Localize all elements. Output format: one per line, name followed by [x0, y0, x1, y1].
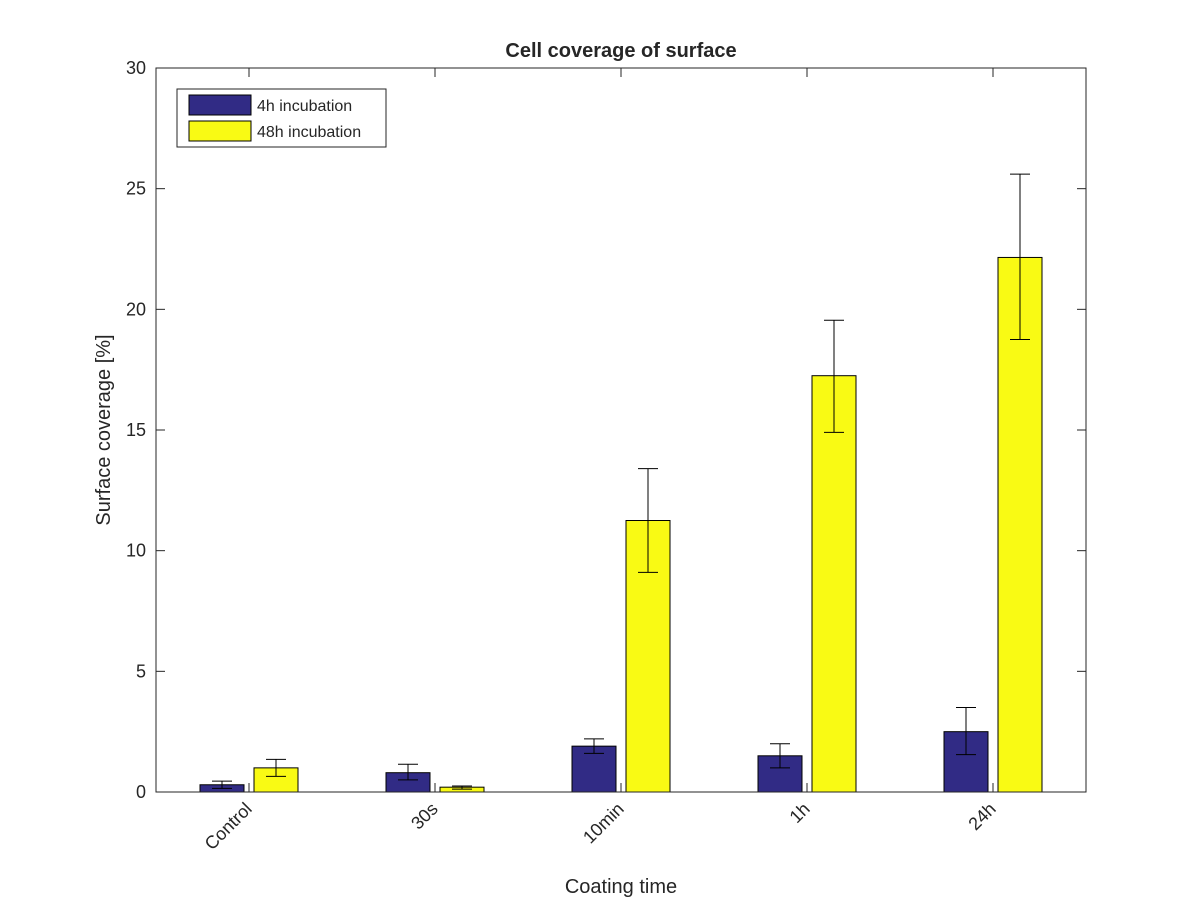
y-axis-label: Surface coverage [%]	[93, 334, 115, 525]
y-tick-labels: 0 5 10 15 20 25 30	[126, 58, 146, 802]
legend-swatch-48h-incubation	[188, 120, 252, 142]
error-bar-48h-incubation-24h	[1010, 173, 1030, 340]
legend-label-48h-incubation: 48h incubation	[257, 124, 361, 141]
plot-area	[156, 68, 1086, 792]
y-tick-label: 20	[126, 299, 146, 319]
y-tick-label: 15	[126, 420, 146, 440]
y-tick-label: 30	[126, 58, 146, 78]
bar-48h-incubation-1h	[811, 375, 857, 793]
error-bar-4h-incubation-10min	[584, 738, 604, 754]
error-bar-4h-incubation-1h	[770, 743, 790, 769]
error-bar-4h-incubation-30s	[398, 763, 418, 781]
error-bar-48h-incubation-control	[266, 758, 286, 777]
error-bars-layer	[212, 173, 1030, 790]
bar-48h-incubation-24h	[997, 256, 1043, 793]
error-bar-48h-incubation-10min	[638, 468, 658, 573]
y-tick-label: 5	[136, 661, 146, 681]
legend-label-4h-incubation: 4h incubation	[257, 98, 352, 115]
ticks-layer	[156, 67, 1086, 793]
legend: 4h incubation 48h incubation	[176, 88, 387, 148]
y-tick-label: 25	[126, 179, 146, 199]
error-bar-4h-incubation-24h	[956, 707, 976, 756]
y-tick-label: 10	[126, 541, 146, 561]
chart-title: Cell coverage of surface	[505, 40, 736, 62]
y-tick-label: 0	[136, 782, 146, 802]
x-axis-label: Coating time	[565, 876, 677, 898]
legend-swatch-4h-incubation	[188, 94, 252, 116]
bars-layer	[199, 256, 1043, 793]
error-bar-48h-incubation-1h	[824, 319, 844, 433]
error-bar-48h-incubation-30s	[452, 785, 472, 790]
error-bar-4h-incubation-control	[212, 780, 232, 789]
